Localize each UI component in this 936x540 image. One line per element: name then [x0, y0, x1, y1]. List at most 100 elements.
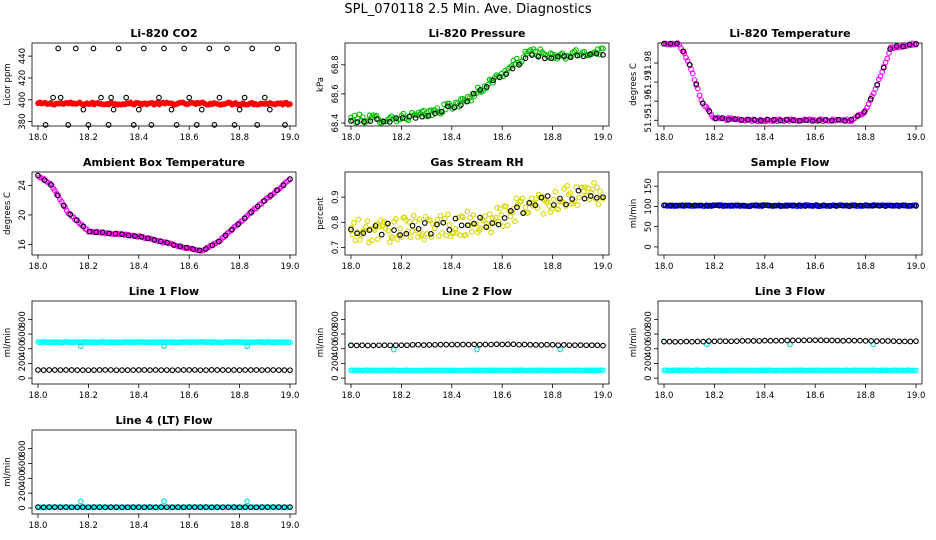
data-point	[377, 217, 384, 224]
y-tick-label: 200	[644, 355, 654, 371]
y-tick-label: 420	[18, 70, 28, 86]
x-tick-label: 18.0	[342, 262, 361, 272]
data-point	[483, 224, 490, 230]
data-point	[148, 122, 155, 128]
data-point	[738, 116, 745, 123]
data-point	[427, 217, 433, 224]
data-point	[161, 498, 167, 505]
data-point	[373, 112, 380, 119]
panel-title: Line 1 Flow	[129, 285, 199, 298]
data-point	[913, 203, 919, 209]
data-point	[509, 65, 516, 72]
data-point	[594, 184, 600, 191]
data-point	[236, 367, 243, 373]
data-point	[900, 202, 907, 209]
data-point	[477, 214, 483, 221]
data-point	[756, 338, 763, 344]
data-point	[274, 187, 280, 194]
data-point	[845, 203, 852, 209]
data-point	[370, 342, 377, 349]
data-point	[661, 338, 667, 345]
data-point	[499, 341, 506, 348]
data-point	[712, 115, 719, 122]
data-point	[728, 202, 735, 209]
data-point	[231, 504, 237, 510]
data-point	[437, 341, 444, 348]
data-point	[522, 55, 529, 62]
data-point	[894, 202, 901, 209]
data-point	[557, 346, 564, 353]
data-point	[795, 337, 802, 344]
data-point	[809, 118, 816, 124]
data-point	[520, 210, 526, 216]
data-point	[496, 74, 503, 81]
data-point	[270, 504, 277, 510]
y-tick-label: 150	[644, 178, 654, 194]
data-point	[501, 215, 508, 221]
y-tick-label: 0.9	[331, 190, 341, 204]
data-point	[65, 122, 72, 128]
data-point	[494, 204, 500, 211]
data-point	[507, 208, 514, 214]
data-point	[521, 341, 528, 348]
data-point	[287, 176, 293, 182]
data-point	[471, 220, 477, 227]
data-point	[532, 342, 539, 348]
data-point	[446, 221, 453, 228]
y-tick-label: 600	[644, 326, 654, 342]
y-tick-label: 400	[644, 341, 654, 357]
data-point	[816, 117, 822, 124]
data-point	[879, 338, 886, 344]
data-point	[827, 203, 833, 209]
series-ambient-ave-black-	[35, 172, 293, 254]
data-point	[180, 504, 187, 511]
data-point	[46, 504, 53, 510]
data-point	[406, 113, 413, 120]
y-axis-label: percent	[316, 197, 326, 230]
data-point	[259, 367, 265, 373]
panel-line1: Line 1 Flow ml/min 18.0 18.2 18.4 18.6 18.8 19.…	[3, 285, 299, 401]
data-point	[882, 203, 889, 209]
data-point	[90, 45, 97, 52]
data-point	[144, 235, 151, 242]
data-point	[503, 71, 509, 78]
data-point	[415, 225, 422, 232]
data-point	[280, 182, 287, 189]
data-point	[515, 201, 521, 208]
data-point	[482, 341, 489, 348]
data-point	[50, 94, 56, 101]
data-point	[567, 190, 574, 196]
y-tick-label: 51.95	[644, 108, 654, 132]
data-point	[567, 54, 574, 61]
data-point	[845, 337, 852, 344]
x-tick-label: 18.2	[392, 262, 411, 272]
data-point	[147, 504, 153, 510]
data-point	[787, 341, 793, 348]
data-point	[733, 338, 740, 344]
data-point	[728, 338, 735, 345]
y-tick-label: 0	[18, 375, 28, 380]
x-tick-label: 18.8	[230, 262, 249, 272]
data-point	[572, 342, 578, 348]
data-point	[351, 112, 358, 119]
data-point	[574, 202, 581, 208]
data-point	[57, 504, 64, 511]
data-point	[203, 246, 209, 252]
data-point	[169, 504, 176, 511]
plot-frame	[344, 300, 610, 385]
data-point	[392, 216, 399, 222]
data-point	[544, 193, 551, 199]
x-tick-label: 18.2	[705, 262, 724, 272]
data-point	[563, 201, 569, 208]
data-point	[686, 62, 693, 68]
data-point	[495, 221, 502, 228]
panel-title: Li-820 CO2	[130, 27, 197, 40]
y-tick-label: 800	[18, 440, 28, 456]
x-tick-label: 18.2	[79, 521, 98, 531]
data-point	[421, 236, 427, 243]
data-point	[57, 367, 64, 373]
panel-temp: Li-820 Temperature degrees C 18.0 18.2 18.4 1…	[629, 27, 925, 143]
data-point	[364, 218, 371, 225]
data-point	[197, 367, 204, 374]
data-point	[261, 94, 268, 101]
